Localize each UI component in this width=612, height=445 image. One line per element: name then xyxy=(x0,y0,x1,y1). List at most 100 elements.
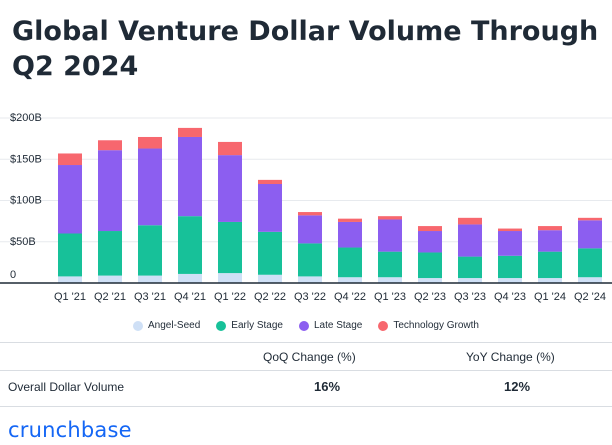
bar-early-stage-8 xyxy=(378,251,402,278)
table-divider-top xyxy=(0,342,612,343)
stacked-bar-chart: 0$50B$100B$150B$200B Q1 '21 Q2 '21 Q3 '21 Q… xyxy=(0,112,612,303)
legend-label-technology-growth: Technology Growth xyxy=(393,320,479,331)
legend-label-angel-seed: Angel-Seed xyxy=(148,320,201,331)
bar-late-stage-12 xyxy=(538,230,562,252)
bar-technology-growth-9 xyxy=(418,226,442,232)
bar-early-stage-7 xyxy=(338,247,362,278)
table-header-yoy: YoY Change (%) xyxy=(466,350,555,364)
bar-angel-seed-13 xyxy=(578,277,602,283)
bar-early-stage-0 xyxy=(58,233,82,277)
legend-swatch-early-stage xyxy=(216,320,227,331)
bar-early-stage-3 xyxy=(178,216,202,274)
table-divider-bottom xyxy=(0,406,612,407)
x-tick-label-13: Q2 '24 xyxy=(574,291,606,303)
bar-angel-seed-12 xyxy=(538,278,562,283)
table-value-yoy: 12% xyxy=(504,379,531,394)
bar-late-stage-6 xyxy=(298,215,322,244)
bar-early-stage-1 xyxy=(98,231,122,276)
table-row-label: Overall Dollar Volume xyxy=(8,380,125,394)
x-tick-label-1: Q2 '21 xyxy=(94,291,126,303)
bar-early-stage-11 xyxy=(498,255,522,279)
legend-item-early-stage: Early Stage xyxy=(216,320,283,331)
y-tick-label-0: 0 xyxy=(10,269,16,281)
table-value-qoq: 16% xyxy=(314,379,341,394)
bar-late-stage-2 xyxy=(138,148,162,226)
crunchbase-logo: crunchbase xyxy=(8,418,132,442)
bar-technology-growth-13 xyxy=(578,217,602,221)
y-axis-tick-labels: 0 $50B $100B $150B $200B xyxy=(10,112,42,281)
bar-technology-growth-2 xyxy=(138,136,162,149)
bar-technology-growth-7 xyxy=(338,218,362,222)
bar-technology-growth-0 xyxy=(58,153,82,166)
x-tick-label-4: Q1 '22 xyxy=(214,291,246,303)
x-tick-label-5: Q2 '22 xyxy=(254,291,286,303)
bar-technology-growth-4 xyxy=(218,141,242,156)
x-tick-label-9: Q2 '23 xyxy=(414,291,446,303)
x-tick-label-0: Q1 '21 xyxy=(54,291,86,303)
y-tick-label-150: $150B xyxy=(10,153,42,165)
bar-angel-seed-4 xyxy=(218,273,242,283)
bar-late-stage-8 xyxy=(378,219,402,252)
legend-swatch-late-stage xyxy=(298,320,309,331)
bar-technology-growth-8 xyxy=(378,216,402,220)
legend-item-late-stage: Late Stage xyxy=(298,320,362,331)
bar-early-stage-10 xyxy=(458,256,482,279)
x-tick-label-2: Q3 '21 xyxy=(134,291,166,303)
x-tick-label-8: Q1 '23 xyxy=(374,291,406,303)
bar-angel-seed-1 xyxy=(98,275,122,283)
bar-late-stage-5 xyxy=(258,184,282,232)
y-tick-label-50: $50B xyxy=(10,236,36,248)
bar-early-stage-2 xyxy=(138,225,162,276)
bar-technology-growth-10 xyxy=(458,217,482,225)
bar-early-stage-12 xyxy=(538,251,562,279)
bar-late-stage-9 xyxy=(418,231,442,253)
bar-angel-seed-9 xyxy=(418,278,442,283)
bar-late-stage-13 xyxy=(578,220,602,249)
bar-angel-seed-3 xyxy=(178,273,202,283)
bar-angel-seed-8 xyxy=(378,277,402,283)
chart-title: Global Venture Dollar Volume Through Q2 … xyxy=(12,16,599,82)
bar-early-stage-4 xyxy=(218,221,242,274)
x-tick-label-3: Q4 '21 xyxy=(174,291,206,303)
bar-technology-growth-6 xyxy=(298,212,322,216)
x-tick-label-7: Q4 '22 xyxy=(334,291,366,303)
bar-technology-growth-1 xyxy=(98,140,122,151)
bar-late-stage-10 xyxy=(458,224,482,257)
bar-late-stage-0 xyxy=(58,165,82,234)
bar-late-stage-4 xyxy=(218,155,242,222)
y-tick-label-200: $200B xyxy=(10,112,42,124)
x-axis-tick-labels: Q1 '21 Q2 '21 Q3 '21 Q4 '21 Q1 '22 Q2 '22 Q3 '… xyxy=(54,291,606,303)
bars xyxy=(58,127,602,283)
bar-technology-growth-11 xyxy=(498,228,522,232)
bar-angel-seed-10 xyxy=(458,278,482,283)
bar-angel-seed-11 xyxy=(498,278,522,283)
bar-late-stage-7 xyxy=(338,221,362,248)
bar-late-stage-11 xyxy=(498,231,522,256)
bar-technology-growth-12 xyxy=(538,226,562,231)
y-tick-label-100: $100B xyxy=(10,195,42,207)
legend: Angel-Seed Early Stage Late Stage Techno… xyxy=(0,320,612,331)
bar-early-stage-9 xyxy=(418,252,442,279)
bar-early-stage-13 xyxy=(578,248,602,278)
bar-angel-seed-2 xyxy=(138,275,162,283)
bar-late-stage-1 xyxy=(98,150,122,232)
x-tick-label-12: Q1 '24 xyxy=(534,291,566,303)
legend-item-technology-growth: Technology Growth xyxy=(378,320,479,331)
bar-technology-growth-5 xyxy=(258,179,282,184)
x-tick-label-6: Q3 '22 xyxy=(294,291,326,303)
table-divider-middle xyxy=(0,370,612,371)
bar-late-stage-3 xyxy=(178,136,202,217)
table-header-qoq: QoQ Change (%) xyxy=(263,350,356,364)
bar-technology-growth-3 xyxy=(178,127,202,137)
legend-swatch-angel-seed xyxy=(133,320,144,331)
bar-angel-seed-7 xyxy=(338,277,362,283)
x-tick-label-10: Q3 '23 xyxy=(454,291,486,303)
x-tick-label-11: Q4 '23 xyxy=(494,291,526,303)
legend-label-early-stage: Early Stage xyxy=(231,320,283,331)
bar-angel-seed-0 xyxy=(58,276,82,283)
legend-item-angel-seed: Angel-Seed xyxy=(133,320,200,331)
legend-swatch-technology-growth xyxy=(378,320,389,331)
bar-angel-seed-5 xyxy=(258,274,282,283)
bar-early-stage-6 xyxy=(298,243,322,277)
bar-early-stage-5 xyxy=(258,231,282,275)
